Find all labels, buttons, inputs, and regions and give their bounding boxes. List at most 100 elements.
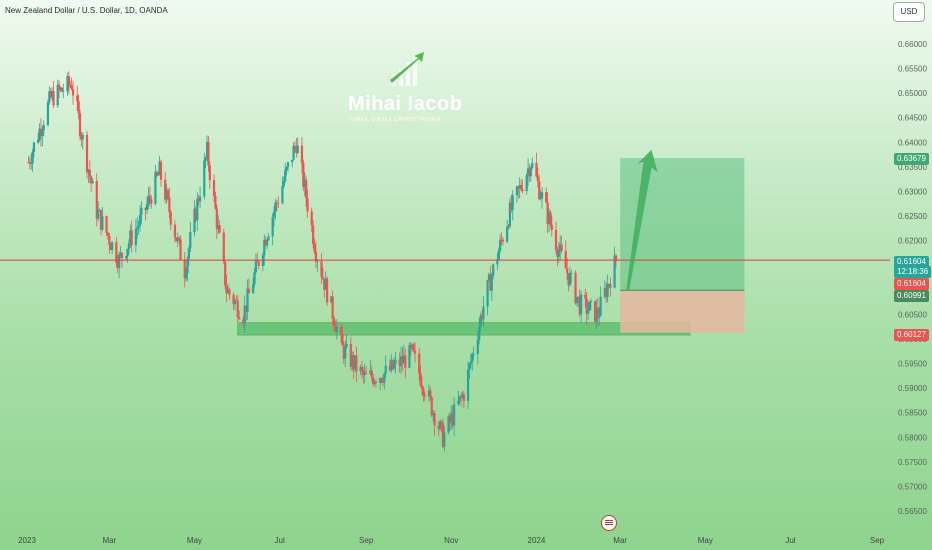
candle-body	[291, 159, 294, 163]
candle-up	[531, 157, 534, 170]
candle-body	[609, 284, 612, 288]
candle-body	[344, 346, 347, 359]
candle-up	[205, 135, 209, 162]
candle-down	[550, 215, 553, 237]
candle-body	[575, 297, 579, 304]
candle-up	[457, 390, 460, 407]
candle-up	[589, 298, 592, 311]
candle-body	[292, 145, 295, 160]
candle-down	[349, 336, 352, 371]
candle-down	[293, 141, 297, 153]
candle-down	[404, 348, 407, 379]
candle-body	[189, 232, 192, 249]
candle-body	[549, 212, 552, 225]
candle-body	[208, 165, 211, 181]
currency-button[interactable]: USD	[893, 2, 925, 22]
candle-body	[147, 195, 150, 204]
candle-body	[60, 87, 63, 92]
candle-body	[613, 255, 616, 288]
candle-body	[432, 412, 435, 416]
candle-body	[462, 394, 465, 401]
candle-body	[254, 260, 257, 273]
candle-up	[557, 242, 560, 263]
candle-body	[447, 416, 450, 433]
candle-up	[137, 220, 140, 235]
candle-body	[76, 95, 79, 102]
candle-down	[67, 71, 70, 95]
candle-up	[458, 395, 461, 405]
candle-down	[370, 365, 373, 382]
candle-body	[574, 272, 577, 304]
candle-up	[452, 397, 456, 436]
candle-body	[468, 363, 471, 370]
candle-up	[359, 364, 362, 376]
candle-up	[324, 271, 327, 290]
candle-down	[391, 359, 394, 370]
candle-body	[529, 167, 532, 177]
y-tick-label: 0.59500	[898, 360, 927, 369]
candle-up	[157, 171, 160, 176]
candle-down	[585, 292, 588, 325]
candle-body	[136, 227, 139, 230]
candle-body	[351, 355, 354, 368]
candle-body	[482, 306, 485, 320]
candle-body	[119, 252, 122, 256]
candle-up	[32, 141, 36, 158]
candle-body	[323, 278, 326, 290]
candle-body	[164, 179, 167, 200]
candle-down	[148, 186, 151, 207]
candle-body	[383, 373, 386, 383]
candle-body	[374, 381, 378, 384]
candle-up	[606, 274, 609, 303]
candle-down	[418, 347, 421, 381]
candle-down	[215, 204, 218, 239]
candle-up	[580, 290, 583, 323]
candle-down	[90, 175, 93, 192]
candle-body	[62, 91, 65, 92]
candle-up	[316, 258, 319, 272]
candle-down	[365, 366, 368, 375]
x-tick-label: Sep	[870, 536, 885, 545]
candle-body	[275, 202, 278, 204]
x-tick-label: Mar	[102, 536, 116, 545]
candle-up	[140, 200, 143, 224]
candle-body	[300, 145, 304, 163]
candle-body	[568, 273, 572, 286]
candle-body	[429, 390, 432, 398]
candle-up	[267, 232, 270, 242]
candle-body	[457, 400, 460, 405]
candle-up	[526, 158, 530, 186]
candle-up	[56, 79, 59, 108]
candle-body	[443, 432, 446, 447]
candle-up	[373, 379, 376, 386]
candle-up	[42, 120, 45, 137]
candle-down	[360, 360, 364, 379]
candle-up	[261, 252, 264, 272]
candle-down	[300, 136, 304, 173]
candle-body	[352, 355, 355, 370]
candle-body	[306, 198, 309, 212]
candle-body	[124, 256, 128, 259]
candle-up	[515, 185, 519, 203]
candle-body	[217, 225, 220, 229]
candle-down	[433, 410, 436, 436]
candle-body	[614, 255, 618, 262]
economic-calendar-icon[interactable]	[601, 515, 617, 531]
candle-down	[332, 315, 336, 332]
candle-down	[39, 118, 43, 147]
candle-body	[31, 151, 34, 164]
candle-body	[27, 161, 30, 163]
candle-body	[42, 124, 45, 131]
y-tick-label: 0.62000	[898, 237, 927, 246]
candle-up	[38, 123, 41, 142]
candle-body	[437, 425, 440, 430]
y-tick-label: 0.59000	[898, 384, 927, 393]
candle-body	[320, 261, 323, 277]
candle-up	[432, 409, 435, 422]
candle-body	[193, 208, 196, 233]
candle-body	[566, 268, 569, 273]
candle-down	[362, 366, 365, 384]
y-tick-label: 0.58000	[898, 433, 927, 442]
